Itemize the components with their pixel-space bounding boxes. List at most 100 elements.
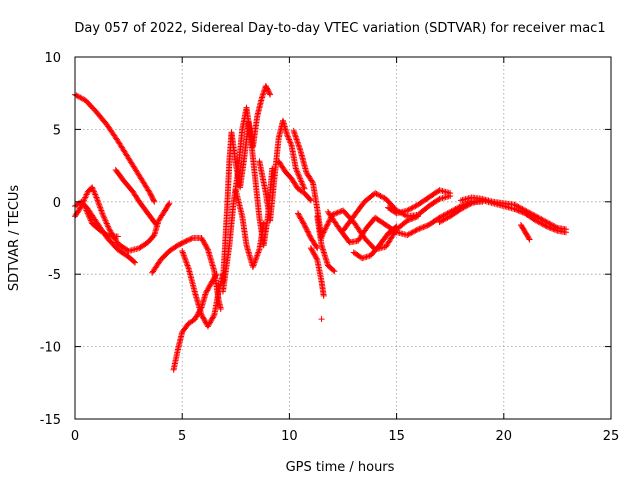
data-point-marker bbox=[298, 178, 305, 185]
data-point-marker bbox=[459, 205, 466, 212]
data-point-marker bbox=[202, 242, 209, 249]
data-point-marker bbox=[97, 206, 104, 213]
data-point-marker bbox=[511, 201, 518, 208]
grid-lines bbox=[75, 57, 611, 419]
data-point-marker bbox=[266, 90, 273, 97]
data-point-marker bbox=[330, 267, 337, 274]
data-point-marker bbox=[310, 250, 317, 257]
data-point-marker bbox=[78, 95, 85, 102]
data-point-marker bbox=[546, 220, 553, 227]
data-point-marker bbox=[325, 218, 332, 225]
data-point-marker bbox=[408, 229, 415, 236]
data-point-marker bbox=[419, 224, 426, 231]
data-point-marker bbox=[420, 224, 427, 231]
data-point-marker bbox=[313, 255, 320, 262]
data-point-marker bbox=[417, 225, 424, 232]
data-point-marker bbox=[287, 139, 294, 146]
data-point-marker bbox=[217, 305, 224, 312]
data-point-marker bbox=[324, 221, 331, 228]
data-point-marker bbox=[547, 221, 554, 228]
data-point-marker bbox=[286, 136, 293, 143]
data-point-marker bbox=[285, 135, 292, 142]
data-point-marker bbox=[199, 237, 206, 244]
data-point-marker bbox=[321, 228, 328, 235]
data-point-marker bbox=[302, 224, 309, 231]
data-point-marker bbox=[307, 197, 314, 204]
plot-frame bbox=[74, 56, 612, 420]
data-point-marker bbox=[551, 223, 558, 230]
data-point-marker bbox=[209, 314, 216, 321]
data-point-marker bbox=[253, 255, 260, 262]
data-point-marker bbox=[307, 245, 314, 252]
data-point-marker bbox=[210, 313, 217, 320]
y-tick-label: 10 bbox=[44, 51, 61, 66]
data-point-marker bbox=[318, 233, 325, 240]
x-tick-label: 20 bbox=[496, 429, 513, 444]
data-point-marker bbox=[87, 216, 94, 223]
data-point-marker bbox=[323, 224, 330, 231]
data-point-marker bbox=[377, 193, 384, 200]
data-point-marker bbox=[545, 219, 552, 226]
data-point-marker bbox=[76, 93, 83, 100]
data-point-marker bbox=[198, 311, 205, 318]
data-point-marker bbox=[295, 172, 302, 179]
data-point-marker bbox=[543, 219, 550, 226]
data-point-marker bbox=[183, 237, 190, 244]
data-point-marker bbox=[424, 222, 431, 229]
data-point-marker bbox=[322, 225, 329, 232]
data-point-marker bbox=[312, 254, 319, 261]
data-point-marker bbox=[89, 185, 96, 192]
data-point-marker bbox=[183, 259, 190, 266]
data-point-marker bbox=[198, 235, 205, 241]
data-point-marker bbox=[192, 316, 199, 323]
data-point-marker bbox=[80, 95, 87, 102]
data-point-marker bbox=[314, 245, 321, 252]
data-point-marker bbox=[201, 240, 208, 247]
data-point-marker bbox=[202, 241, 209, 248]
data-point-marker bbox=[99, 210, 106, 217]
data-point-marker bbox=[527, 210, 534, 217]
data-point-marker bbox=[532, 213, 539, 220]
data-point-marker bbox=[309, 247, 316, 254]
data-point-marker bbox=[296, 174, 303, 181]
data-point-marker bbox=[299, 181, 306, 188]
data-point-marker bbox=[251, 261, 258, 268]
data-point-marker bbox=[300, 220, 307, 227]
data-point-marker bbox=[98, 207, 105, 214]
data-point-marker bbox=[321, 226, 328, 233]
data-point-marker bbox=[297, 175, 304, 182]
data-point-marker bbox=[207, 318, 214, 325]
data-point-marker bbox=[393, 223, 400, 230]
data-point-marker bbox=[443, 215, 450, 222]
data-point-marker bbox=[293, 166, 300, 173]
data-point-marker bbox=[204, 323, 211, 330]
data-point-marker bbox=[536, 215, 543, 222]
data-point-marker bbox=[100, 213, 107, 220]
data-point-marker bbox=[550, 222, 557, 229]
data-point-marker bbox=[207, 281, 214, 288]
data-point-marker bbox=[325, 219, 332, 226]
data-point-marker bbox=[323, 222, 330, 229]
data-point-marker bbox=[103, 219, 110, 226]
data-point-marker bbox=[435, 196, 442, 203]
data-point-marker bbox=[181, 253, 188, 260]
data-point-marker bbox=[292, 165, 299, 172]
data-point-marker bbox=[373, 190, 380, 197]
data-point-marker bbox=[526, 209, 533, 216]
data-point-marker bbox=[412, 227, 419, 234]
data-point-marker bbox=[411, 228, 418, 235]
data-point-marker bbox=[303, 227, 310, 234]
data-point-marker bbox=[130, 258, 137, 265]
data-point-marker bbox=[372, 190, 379, 197]
y-axis-label: SDTVAR / TECUs bbox=[7, 185, 22, 292]
data-point-marker bbox=[91, 190, 98, 197]
data-point-marker bbox=[253, 253, 260, 260]
data-point-marker bbox=[186, 236, 193, 243]
data-point-marker bbox=[421, 223, 428, 230]
data-point-marker bbox=[392, 224, 399, 231]
data-point-marker bbox=[447, 190, 454, 197]
data-point-marker bbox=[146, 188, 153, 195]
data-point-marker bbox=[439, 217, 446, 224]
x-tick-label: 0 bbox=[71, 429, 79, 444]
